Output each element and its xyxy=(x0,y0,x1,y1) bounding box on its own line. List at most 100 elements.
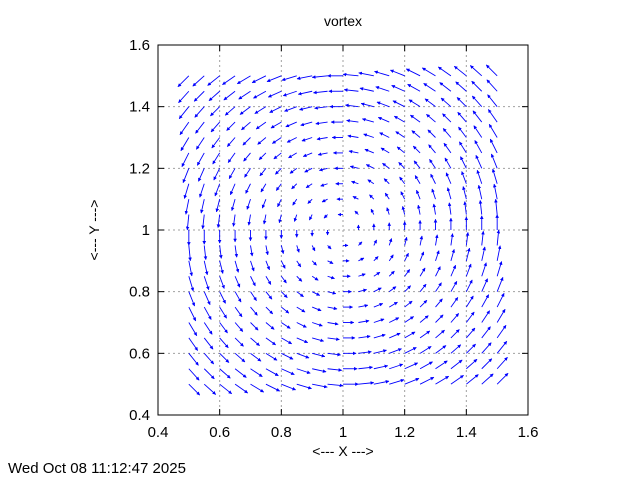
y-tick-label: 0.6 xyxy=(129,345,150,362)
field-arrow xyxy=(188,260,193,277)
field-arrow xyxy=(384,192,390,200)
field-arrow xyxy=(226,121,236,131)
field-arrow xyxy=(270,121,282,129)
field-arrow xyxy=(414,175,421,184)
field-arrow xyxy=(419,267,426,277)
x-tick-label: 1.2 xyxy=(394,424,415,441)
field-arrow xyxy=(373,333,386,339)
field-arrow xyxy=(281,368,295,375)
field-arrow xyxy=(358,273,366,277)
field-arrow xyxy=(363,133,374,138)
field-arrow xyxy=(227,152,236,163)
field-arrow xyxy=(435,298,443,308)
field-arrow xyxy=(203,368,215,380)
field-arrow xyxy=(265,245,269,256)
y-tick-label: 1.4 xyxy=(129,99,150,116)
field-arrow xyxy=(419,283,427,292)
field-arrow xyxy=(188,337,199,351)
field-arrow xyxy=(379,132,390,138)
field-arrow xyxy=(463,201,467,215)
field-arrow xyxy=(296,245,300,253)
field-arrow xyxy=(236,75,251,85)
field-arrow xyxy=(291,183,298,190)
field-arrow xyxy=(184,199,190,215)
field-arrow xyxy=(450,359,463,370)
field-arrow xyxy=(296,291,304,298)
field-arrow xyxy=(404,236,408,246)
field-arrow xyxy=(373,349,387,354)
field-arrow xyxy=(373,271,381,277)
field-arrow xyxy=(476,169,483,184)
tick-marks xyxy=(157,44,529,416)
field-arrow xyxy=(389,301,398,308)
field-arrow xyxy=(219,353,230,363)
field-arrow xyxy=(327,321,339,326)
field-arrow xyxy=(489,138,498,154)
field-arrow xyxy=(373,364,389,370)
field-arrow xyxy=(435,329,445,339)
field-arrow xyxy=(285,121,297,128)
field-arrow xyxy=(386,207,390,215)
field-arrow xyxy=(259,168,267,177)
field-arrow xyxy=(296,337,309,344)
field-arrow xyxy=(216,214,221,228)
field-arrow xyxy=(234,276,241,288)
field-arrow xyxy=(439,82,452,92)
field-arrow xyxy=(478,200,483,215)
field-arrow xyxy=(358,381,375,385)
field-arrow xyxy=(465,295,474,308)
field-arrow xyxy=(200,199,205,214)
field-arrow xyxy=(327,383,344,388)
field-arrow xyxy=(419,235,424,246)
field-arrow xyxy=(358,288,367,293)
field-arrow xyxy=(373,303,384,308)
field-arrow xyxy=(281,75,297,82)
field-arrow xyxy=(435,282,442,292)
field-arrow xyxy=(241,121,251,131)
field-arrow xyxy=(282,90,297,97)
field-arrow xyxy=(388,238,393,246)
field-arrow xyxy=(229,183,236,196)
field-arrow xyxy=(188,322,198,337)
field-arrow xyxy=(219,368,231,379)
field-arrow xyxy=(462,186,467,200)
field-arrow xyxy=(280,275,287,284)
field-arrow xyxy=(458,126,467,138)
field-arrow xyxy=(455,81,467,92)
field-arrow xyxy=(273,152,282,160)
x-tick-label: 0.8 xyxy=(271,424,292,441)
field-arrow xyxy=(327,245,332,250)
field-arrow xyxy=(389,363,404,370)
field-arrow xyxy=(351,180,359,185)
field-arrow xyxy=(435,375,450,385)
field-arrow xyxy=(177,75,190,88)
field-arrow xyxy=(388,270,395,277)
field-arrow xyxy=(302,152,313,157)
field-arrow xyxy=(481,342,492,354)
field-arrow xyxy=(223,90,236,101)
field-arrow xyxy=(182,168,190,183)
field-arrow xyxy=(466,343,476,354)
field-arrow xyxy=(277,198,282,208)
field-arrow xyxy=(296,75,313,80)
field-arrow xyxy=(444,157,452,169)
field-arrow xyxy=(405,68,421,77)
field-arrow xyxy=(281,383,296,391)
field-arrow xyxy=(432,203,437,215)
field-arrow xyxy=(208,90,220,102)
field-arrow xyxy=(265,276,272,285)
field-arrow xyxy=(230,199,236,212)
field-arrow xyxy=(450,374,464,385)
field-arrow xyxy=(188,245,192,262)
field-arrow xyxy=(393,115,405,123)
field-arrow xyxy=(466,374,479,385)
field-arrow xyxy=(312,383,328,389)
field-arrow xyxy=(255,121,267,130)
field-arrow xyxy=(257,137,267,145)
field-arrow xyxy=(281,306,290,314)
field-arrow xyxy=(316,136,328,141)
field-arrow xyxy=(466,358,478,370)
field-arrow xyxy=(188,276,195,292)
field-arrow xyxy=(299,106,313,111)
